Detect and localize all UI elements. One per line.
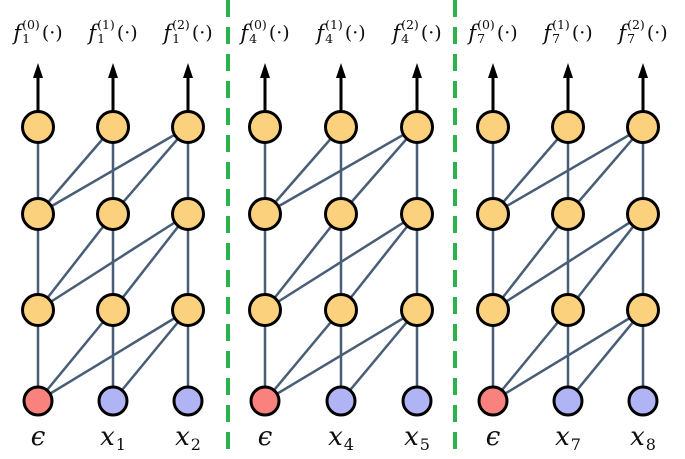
noise-node xyxy=(249,385,281,417)
hidden-node xyxy=(96,110,130,144)
edge-line xyxy=(37,309,114,402)
edge-line xyxy=(112,309,189,402)
output-arrow-head xyxy=(260,63,270,78)
output-arrow-head xyxy=(108,63,118,78)
edge-line xyxy=(37,212,189,312)
edge-line xyxy=(567,213,644,311)
hidden-node xyxy=(476,293,510,327)
input-node xyxy=(401,385,433,417)
input-node xyxy=(172,385,204,417)
hidden-node xyxy=(400,110,434,144)
hidden-node xyxy=(476,197,510,231)
hidden-node xyxy=(626,293,660,327)
edge-line xyxy=(264,126,342,215)
edge-line xyxy=(340,309,418,402)
edge-line xyxy=(567,309,644,402)
edge-line xyxy=(264,309,342,402)
edge-line xyxy=(492,126,569,215)
noise-node xyxy=(22,385,54,417)
noise-node xyxy=(477,385,509,417)
edge-line xyxy=(264,213,342,311)
hidden-node xyxy=(171,293,205,327)
edge-line xyxy=(37,308,189,403)
hidden-node xyxy=(400,197,434,231)
edge-line xyxy=(112,213,189,311)
edge-line xyxy=(340,126,418,215)
input-node xyxy=(627,385,659,417)
output-arrow-head xyxy=(488,63,498,78)
hidden-node xyxy=(96,197,130,231)
output-arrow-head xyxy=(183,63,193,78)
hidden-node xyxy=(551,197,585,231)
output-arrow-head xyxy=(563,63,573,78)
hidden-node xyxy=(551,293,585,327)
hidden-node xyxy=(248,110,282,144)
hidden-node xyxy=(551,110,585,144)
output-arrow-head xyxy=(412,63,422,78)
edge-line xyxy=(340,213,418,311)
edge-line xyxy=(37,126,114,215)
hidden-node xyxy=(626,197,660,231)
hidden-node xyxy=(324,293,358,327)
output-arrow-head xyxy=(33,63,43,78)
output-arrow-head xyxy=(638,63,648,78)
hidden-node xyxy=(324,110,358,144)
input-node xyxy=(325,385,357,417)
hidden-node xyxy=(21,293,55,327)
hidden-node xyxy=(400,293,434,327)
edge-line xyxy=(37,125,189,216)
edge-line xyxy=(492,309,569,402)
edge-line xyxy=(492,213,569,311)
hidden-node xyxy=(96,293,130,327)
edge-line xyxy=(264,212,418,312)
hidden-node xyxy=(324,197,358,231)
hidden-node xyxy=(21,110,55,144)
edge-line xyxy=(264,125,418,216)
hidden-node xyxy=(476,110,510,144)
hidden-node xyxy=(248,197,282,231)
edge-line xyxy=(567,126,644,215)
edge-line xyxy=(492,125,644,216)
hidden-node xyxy=(21,197,55,231)
hidden-node xyxy=(171,197,205,231)
edge-line xyxy=(37,213,114,311)
input-node xyxy=(97,385,129,417)
hidden-node xyxy=(626,110,660,144)
hidden-node xyxy=(171,110,205,144)
edge-line xyxy=(492,308,644,403)
edge-line xyxy=(264,308,418,403)
input-node xyxy=(552,385,584,417)
output-arrow-head xyxy=(336,63,346,78)
edge-line xyxy=(492,212,644,312)
edge-line xyxy=(112,126,189,215)
hidden-node xyxy=(248,293,282,327)
